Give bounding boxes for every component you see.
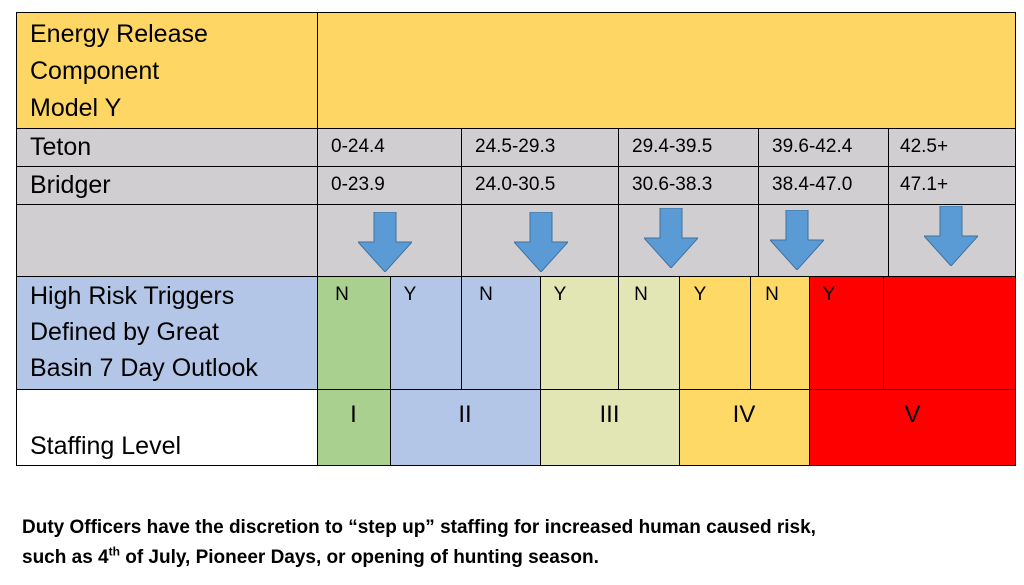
staffing-level: IV bbox=[732, 401, 756, 428]
grid-line bbox=[390, 276, 391, 465]
triggers-line-2: Defined by Great bbox=[30, 318, 219, 346]
trigger-bg-orange bbox=[679, 276, 809, 465]
grid-line bbox=[618, 128, 619, 276]
header-row bbox=[16, 12, 1016, 128]
trigger-value: N bbox=[479, 284, 493, 305]
grid-line bbox=[16, 166, 1016, 167]
trigger-bg-red bbox=[809, 276, 1016, 465]
footnote-line-2a: such as 4 bbox=[22, 547, 109, 568]
grid-line bbox=[888, 128, 889, 276]
header-line-2: Component bbox=[30, 57, 160, 85]
down-arrow-icon bbox=[770, 210, 824, 270]
grid-line bbox=[883, 276, 884, 389]
staffing-label: Staffing Level bbox=[30, 432, 182, 460]
trigger-value: Y bbox=[693, 284, 707, 305]
bridger-range-4: 38.4-47.0 bbox=[772, 174, 853, 195]
footnote-superscript: th bbox=[108, 544, 120, 559]
grid-line bbox=[317, 12, 318, 466]
footnote: Duty Officers have the discretion to “st… bbox=[22, 513, 1012, 573]
grid-line bbox=[16, 389, 1016, 390]
bridger-range-1: 0-23.9 bbox=[331, 174, 385, 195]
header-line-3: Model Y bbox=[30, 94, 122, 122]
trigger-value: N bbox=[765, 284, 779, 305]
grid-line bbox=[809, 276, 810, 465]
table-border-left bbox=[16, 12, 17, 466]
down-arrow-icon bbox=[924, 206, 978, 266]
bridger-range-2: 24.0-30.5 bbox=[475, 174, 556, 195]
staffing-level: III bbox=[599, 401, 620, 428]
teton-range-1: 0-24.4 bbox=[331, 136, 385, 157]
grid-line bbox=[679, 276, 680, 465]
table-border-top bbox=[16, 12, 1016, 13]
triggers-label: High Risk Triggers Defined by Great Basi… bbox=[16, 278, 317, 389]
footnote-line-2b: of July, Pioneer Days, or opening of hun… bbox=[119, 547, 599, 568]
header-label: Energy Release Component Model Y bbox=[16, 12, 317, 128]
grid-line bbox=[750, 276, 751, 389]
trigger-bg-pale bbox=[540, 276, 679, 465]
grid-line bbox=[758, 128, 759, 276]
grid-line bbox=[618, 276, 619, 389]
bridger-range-3: 30.6-38.3 bbox=[632, 174, 713, 195]
staffing-level: II bbox=[458, 401, 472, 428]
staffing-level: V bbox=[904, 401, 921, 428]
grid-line bbox=[16, 128, 1016, 129]
teton-range-4: 39.6-42.4 bbox=[772, 136, 853, 157]
grid-line bbox=[540, 276, 541, 465]
trigger-bg-blue bbox=[390, 276, 540, 465]
staffing-level: I bbox=[350, 401, 357, 428]
trigger-bg-green bbox=[317, 276, 390, 465]
footnote-line-1: Duty Officers have the discretion to “st… bbox=[22, 517, 816, 538]
bridger-label: Bridger bbox=[30, 171, 111, 199]
trigger-value: N bbox=[335, 284, 349, 305]
triggers-line-3: Basin 7 Day Outlook bbox=[30, 354, 258, 382]
teton-range-5: 42.5+ bbox=[900, 136, 949, 157]
down-arrow-icon bbox=[358, 212, 412, 272]
teton-range-2: 24.5-29.3 bbox=[475, 136, 556, 157]
down-arrow-icon bbox=[644, 208, 698, 268]
trigger-value: N bbox=[634, 284, 648, 305]
triggers-line-1: High Risk Triggers bbox=[30, 282, 235, 310]
trigger-value: Y bbox=[822, 284, 836, 305]
staffing-label-bg bbox=[16, 389, 317, 465]
grid-line bbox=[461, 128, 462, 276]
header-line-1: Energy Release bbox=[30, 20, 208, 48]
teton-range-3: 29.4-39.5 bbox=[632, 136, 713, 157]
trigger-value: Y bbox=[553, 284, 567, 305]
range-rows-bg bbox=[16, 128, 1016, 276]
trigger-value: Y bbox=[403, 284, 417, 305]
table-border-right bbox=[1015, 12, 1016, 466]
grid-line bbox=[16, 204, 1016, 205]
triggers-label-bg bbox=[16, 276, 317, 389]
footnote-line-2: such as 4th of July, Pioneer Days, or op… bbox=[22, 543, 1012, 573]
bridger-range-5: 47.1+ bbox=[900, 174, 949, 195]
grid-line bbox=[16, 276, 1016, 277]
table-border-bottom bbox=[16, 465, 1016, 466]
teton-label: Teton bbox=[30, 133, 92, 161]
down-arrow-icon bbox=[514, 212, 568, 272]
grid-line bbox=[461, 276, 462, 389]
